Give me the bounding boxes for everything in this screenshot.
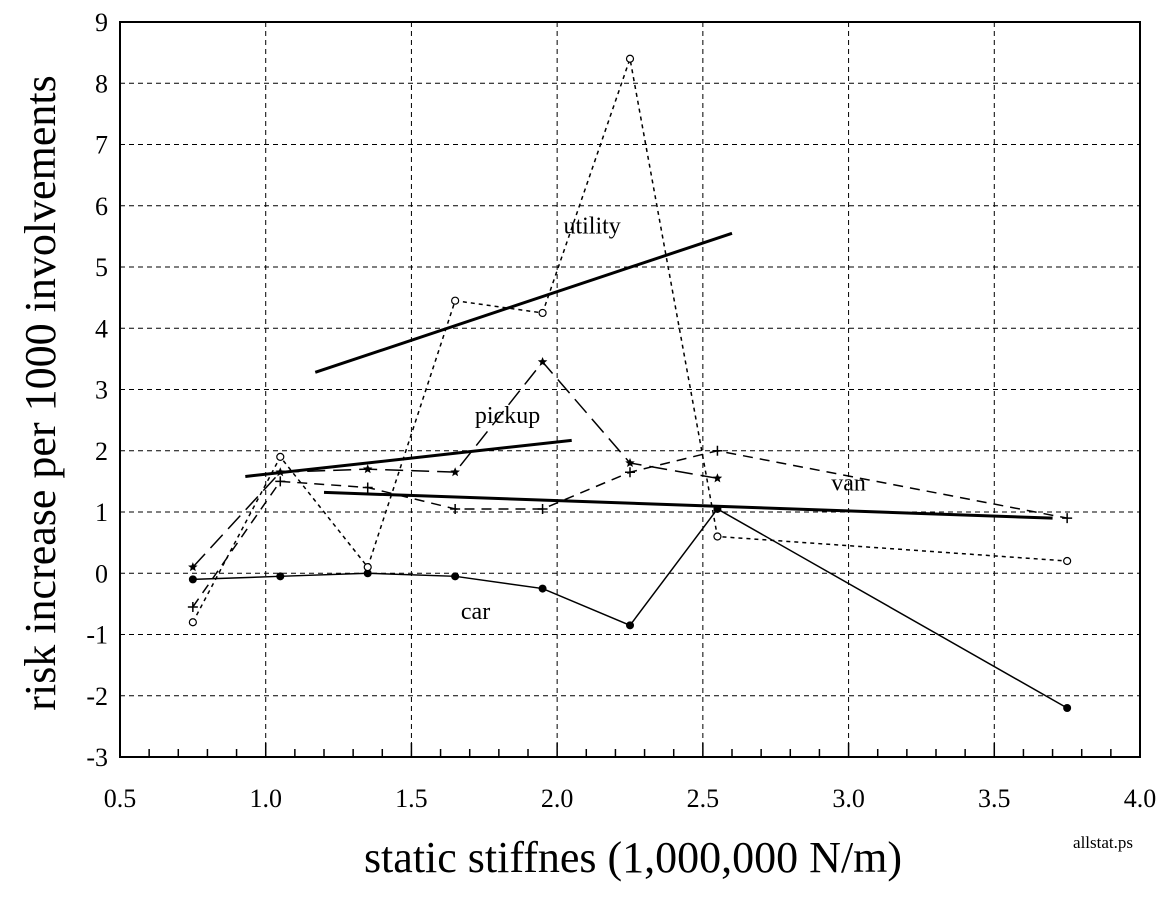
x-tick-label: 3.5 [978,784,1011,813]
point-van [450,503,461,514]
point-pickup [275,467,286,477]
y-tick-label: 7 [95,131,108,160]
point-pickup [712,473,723,483]
series-line-car [192,507,1068,709]
x-tick-label: 4.0 [1124,784,1157,813]
y-tick-label: 4 [95,314,108,343]
y-tick-label: -3 [86,743,108,772]
point-van [537,503,548,514]
point-pickup [537,356,548,366]
point-car [713,504,722,513]
x-tick-label: 2.0 [541,784,574,813]
series-line-utility [192,55,1068,623]
point-car [276,572,285,581]
series-line-van [192,449,1068,608]
y-tick-label: 3 [95,376,108,405]
annotation-utility: utility [563,213,620,239]
x-tick-label: 3.0 [832,784,865,813]
point-van [362,482,373,493]
annotation-car: car [461,599,490,625]
y-tick-label: 2 [95,437,108,466]
point-car [1063,704,1072,712]
point-pickup [362,464,373,474]
x-tick-label: 1.0 [249,784,282,813]
point-pickup [625,458,635,468]
point-car [538,584,547,593]
annotation-van: van [831,471,866,497]
trend-line-van [323,490,1053,520]
point-utility [276,452,285,461]
trend-line-pickup [245,438,572,478]
annotation-pickup: pickup [475,403,540,429]
y-tick-label: 1 [95,498,108,527]
point-van [712,445,723,456]
point-car [626,621,634,630]
point-car [188,575,197,584]
x-tick-label: 2.5 [687,784,720,813]
point-van [1062,513,1073,524]
point-van [275,476,286,487]
point-utility [713,532,722,541]
point-utility [625,54,635,63]
x-axis-label: static stiffnes (1,000,000 N/m) [364,833,902,882]
point-utility [1063,556,1072,566]
point-van [187,601,198,612]
y-tick-label: 9 [95,8,108,37]
series-line-pickup [192,360,718,568]
point-car [363,569,372,578]
point-pickup [450,467,460,477]
y-tick-label: -1 [86,621,108,650]
point-pickup [188,562,198,572]
y-axis-label: risk increase per 1000 involvements [16,75,65,710]
point-utility [363,563,372,572]
x-tick-label: 1.5 [395,784,428,813]
point-utility [451,296,460,305]
y-tick-label: 6 [95,192,108,221]
y-tick-label: 8 [95,69,108,98]
x-tick-label: 0.5 [104,784,137,813]
point-car [451,572,460,581]
file-tag: allstat.ps [1073,833,1133,852]
y-tick-label: -2 [86,682,108,711]
trend-line-utility [314,231,733,374]
point-utility [188,618,197,627]
point-utility [538,308,547,318]
y-tick-label: 0 [95,559,108,588]
y-tick-label: 5 [95,253,108,282]
point-van [625,467,635,478]
